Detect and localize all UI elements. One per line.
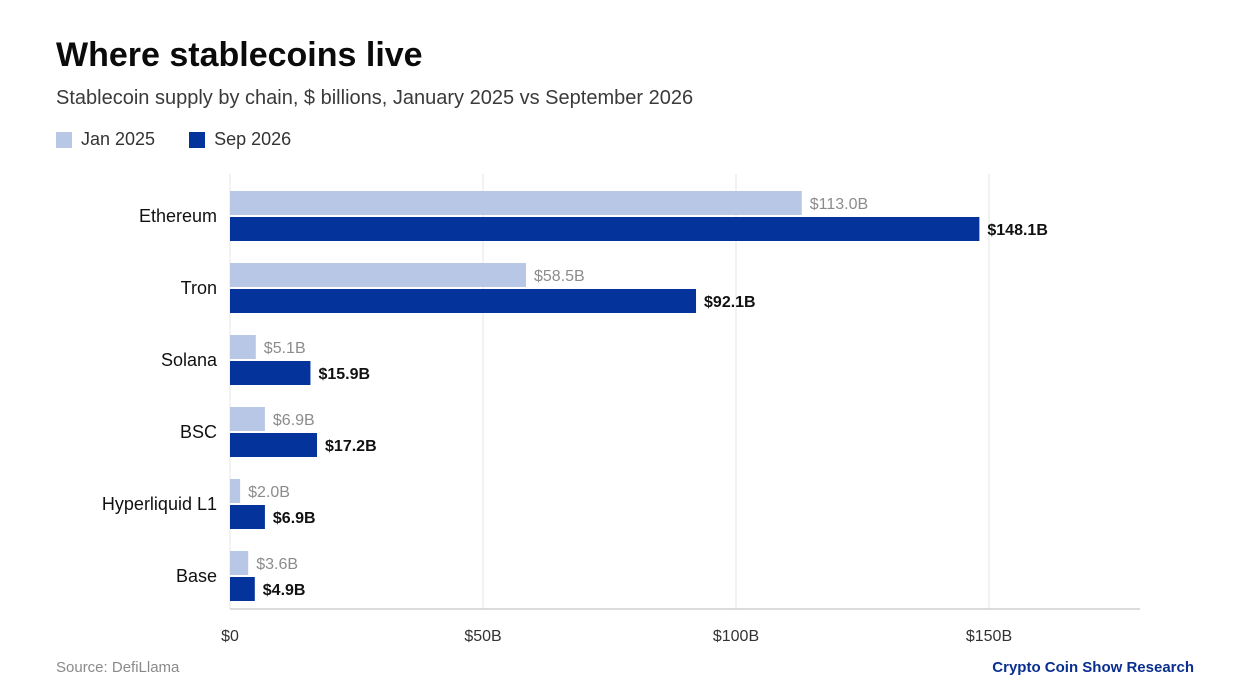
- category-label: Hyperliquid L1: [102, 494, 217, 514]
- x-tick-label: $150B: [966, 628, 1012, 645]
- legend-item-sep-2026: Sep 2026: [189, 129, 291, 150]
- data-label-jan-2025: $113.0B: [810, 196, 868, 213]
- category-label: Solana: [161, 350, 218, 370]
- data-label-sep-2026: $92.1B: [704, 294, 756, 311]
- legend-swatch-jan-2025: [56, 131, 72, 148]
- x-tick-label: $0: [221, 628, 239, 645]
- chart-subtitle: Stablecoin supply by chain, $ billions, …: [56, 87, 694, 109]
- bar-sep-2026: [230, 217, 980, 241]
- data-label-jan-2025: $2.0B: [248, 484, 290, 501]
- legend-swatch-sep-2026: [189, 131, 206, 148]
- bar-sep-2026: [230, 289, 697, 313]
- category-label: Ethereum: [139, 206, 217, 226]
- bar-jan-2025: [230, 407, 265, 431]
- credit-label: Crypto Coin Show Research: [992, 659, 1194, 676]
- category-label: Tron: [181, 278, 217, 298]
- data-label-jan-2025: $6.9B: [273, 412, 315, 429]
- data-label-sep-2026: $17.2B: [325, 438, 377, 455]
- source-note: Source: DefiLlama: [56, 659, 180, 676]
- bar-jan-2025: [230, 551, 249, 575]
- category-label: BSC: [180, 422, 217, 442]
- data-label-jan-2025: $58.5B: [534, 268, 585, 285]
- bar-sep-2026: [230, 361, 311, 385]
- bar-sep-2026: [230, 433, 318, 457]
- chart-title: Where stablecoins live: [56, 36, 423, 74]
- data-label-jan-2025: $3.6B: [256, 556, 298, 573]
- category-label: Base: [176, 566, 217, 586]
- legend-label-jan-2025: Jan 2025: [81, 129, 156, 149]
- bar-jan-2025: [230, 191, 802, 215]
- legend-item-jan-2025: Jan 2025: [56, 129, 155, 150]
- x-tick-label: $50B: [464, 628, 501, 645]
- bar-sep-2026: [230, 577, 255, 601]
- x-tick-label: $100B: [713, 628, 759, 645]
- bar-jan-2025: [230, 335, 256, 359]
- data-label-jan-2025: $5.1B: [264, 340, 306, 357]
- bar-sep-2026: [230, 505, 265, 529]
- data-label-sep-2026: $15.9B: [318, 366, 370, 383]
- legend-label-sep-2026: Sep 2026: [214, 129, 292, 149]
- data-label-sep-2026: $148.1B: [987, 222, 1048, 239]
- bar-jan-2025: [230, 263, 527, 287]
- legend: Jan 2025 Sep 2026: [56, 129, 325, 150]
- bar-jan-2025: [230, 479, 241, 503]
- data-label-sep-2026: $6.9B: [273, 510, 316, 527]
- data-label-sep-2026: $4.9B: [263, 582, 306, 599]
